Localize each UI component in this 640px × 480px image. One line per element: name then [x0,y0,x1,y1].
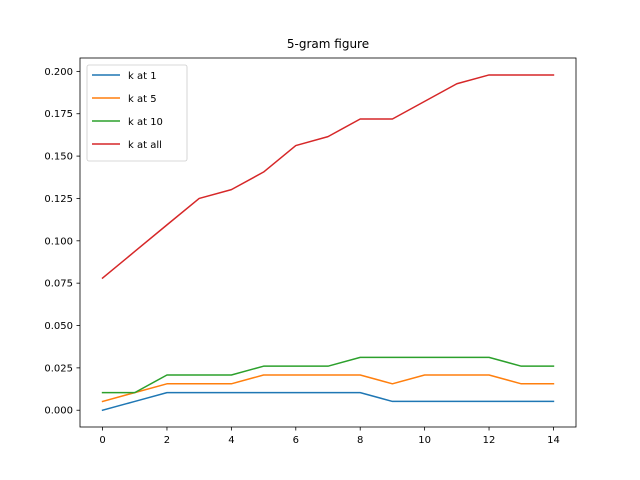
series-line-1 [101,374,555,403]
y-tick-label: 0.200 [44,67,73,78]
y-tick-label: 0.000 [44,406,73,417]
legend-label-1: k at 5 [128,94,157,105]
x-tick-label: 2 [164,435,170,446]
y-tick-label: 0.100 [44,236,73,247]
x-tick-label: 12 [483,435,496,446]
series-line-3 [101,74,555,280]
chart-title: 5-gram figure [287,37,369,51]
series-line-0 [101,391,555,412]
y-tick-label: 0.050 [44,321,73,332]
legend-label-3: k at all [128,140,162,151]
x-tick-label: 0 [99,435,105,446]
x-tick-label: 14 [547,435,560,446]
x-tick-label: 4 [228,435,234,446]
axes-frame [79,57,577,428]
y-tick-label: 0.025 [44,363,73,374]
y-tick-label: 0.125 [44,194,73,205]
y-tick-label: 0.075 [44,279,73,290]
legend-box [86,64,188,162]
series-line-2 [101,356,555,394]
legend-label-0: k at 1 [128,71,157,82]
legend: k at 1 k at 5 k at 10 k at all [86,64,188,162]
legend-label-2: k at 10 [128,117,163,128]
series-layer [101,74,555,412]
y-tick-label: 0.150 [44,152,73,163]
x-tick-label: 8 [357,435,363,446]
axes-layer: 0 2 4 6 8 10 12 14 0.000 0.025 0.050 0.075 0.100 0.12… [44,57,577,446]
y-tick-label: 0.175 [44,109,73,120]
x-tick-label: 10 [418,435,431,446]
x-tick-label: 6 [293,435,299,446]
